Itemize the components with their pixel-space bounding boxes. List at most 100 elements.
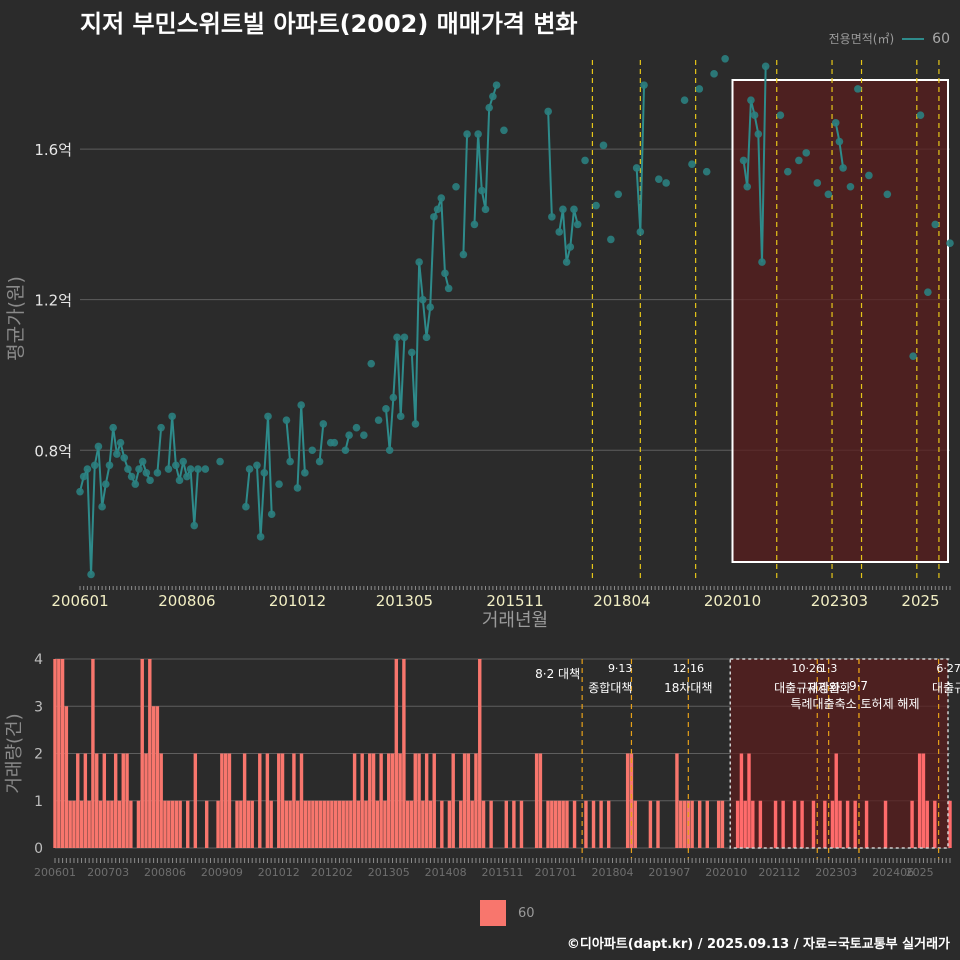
volume-bar [864,800,869,848]
y-tick-label: 2 [34,747,43,763]
series-segment [388,397,395,451]
volume-bar [375,800,380,848]
y-tick-label: 3 [34,699,43,715]
volume-bar [758,800,763,848]
data-point [179,457,188,466]
series-segment [425,307,432,338]
volume-bar [474,753,478,848]
volume-bar [921,753,926,848]
volume-bar [743,800,747,848]
volume-bar [83,753,88,848]
x-axis-title: 거래년월 [482,610,548,630]
y-axis-title: 거래량(건) [4,713,25,793]
series-segment [421,299,428,338]
data-point [754,130,763,138]
volume-bar [239,800,243,848]
data-point [566,243,575,251]
volume-bar [303,800,308,848]
data-point [400,333,409,342]
volume-bar [151,706,156,848]
series-segment [112,427,118,455]
x-tick-label: 202112 [758,866,800,879]
policy-annotation-label: 9·7 [849,679,868,693]
volume-bar [504,800,508,848]
data-point [489,92,497,101]
data-point [297,401,305,409]
data-point [761,62,770,71]
data-point [164,465,173,473]
policy-annotation-label: 종합대책 [588,680,632,695]
y-tick-label: 1 [34,794,43,810]
data-point [459,250,468,259]
series-segment [244,468,251,507]
x-tick-label: 201305 [376,592,433,610]
data-point [393,333,401,342]
policy-annotation-date: 1·3 [820,662,838,675]
data-point [802,149,811,157]
volume-bar [690,800,694,848]
data-point [116,438,125,447]
data-point [555,228,564,236]
volume-bar [633,800,637,848]
x-tick-label: 202303 [811,592,868,610]
data-point [909,352,917,360]
data-point [452,182,460,191]
volume-bar [322,800,326,848]
x-tick-label: 200909 [201,866,243,879]
volume-bar [481,800,486,848]
data-point [419,295,427,304]
data-point [105,461,114,470]
policy-annotation-date: 12·16 [673,662,705,675]
volume-bar [398,753,402,848]
policy-annotation-date: 6·27 [936,662,960,675]
data-point [216,457,224,466]
data-point [396,412,405,421]
data-point [474,130,482,138]
data-point [430,213,438,221]
x-tick-label: 201907 [648,866,690,879]
data-point [492,81,501,89]
data-point [157,423,165,432]
chart-title: 지저 부민스위트빌 아파트(2002) 매매가격 변화 [80,10,578,38]
volume-bar [519,800,524,848]
volume-bar [318,800,323,848]
volume-bar [269,800,273,848]
data-point [407,348,416,357]
data-point [138,457,147,466]
legend-line-swatch [902,37,925,40]
data-point [795,156,803,165]
data-point [662,179,670,187]
volume-bar [561,800,565,848]
data-point [614,190,623,199]
volume-bar [679,800,683,848]
volume-bar [68,800,72,848]
data-point [341,446,350,455]
volume-bar [98,800,103,848]
data-point [702,167,711,176]
volume-bar [307,800,311,848]
data-point [127,472,136,481]
volume-bar [440,800,444,848]
volume-bar [682,800,687,848]
x-tick-label: 202406 [872,866,914,879]
data-point [389,393,398,402]
volume-bar [451,753,455,848]
volume-bar [379,753,383,848]
volume-bar [925,800,929,848]
data-point [485,103,493,112]
data-point [168,412,176,421]
volume-bar [299,753,304,848]
data-point [135,465,143,473]
data-point [175,476,184,485]
volume-bar [110,800,114,848]
data-point [931,220,940,229]
data-point [267,510,276,519]
volume-bar [178,800,182,848]
volume-bar [364,800,368,848]
x-tick-label: 2025 [906,866,934,879]
volume-bar [845,800,850,848]
volume-bar [432,753,436,848]
x-tick-label: 202010 [705,866,747,879]
data-point [846,182,855,191]
data-point [260,469,269,477]
